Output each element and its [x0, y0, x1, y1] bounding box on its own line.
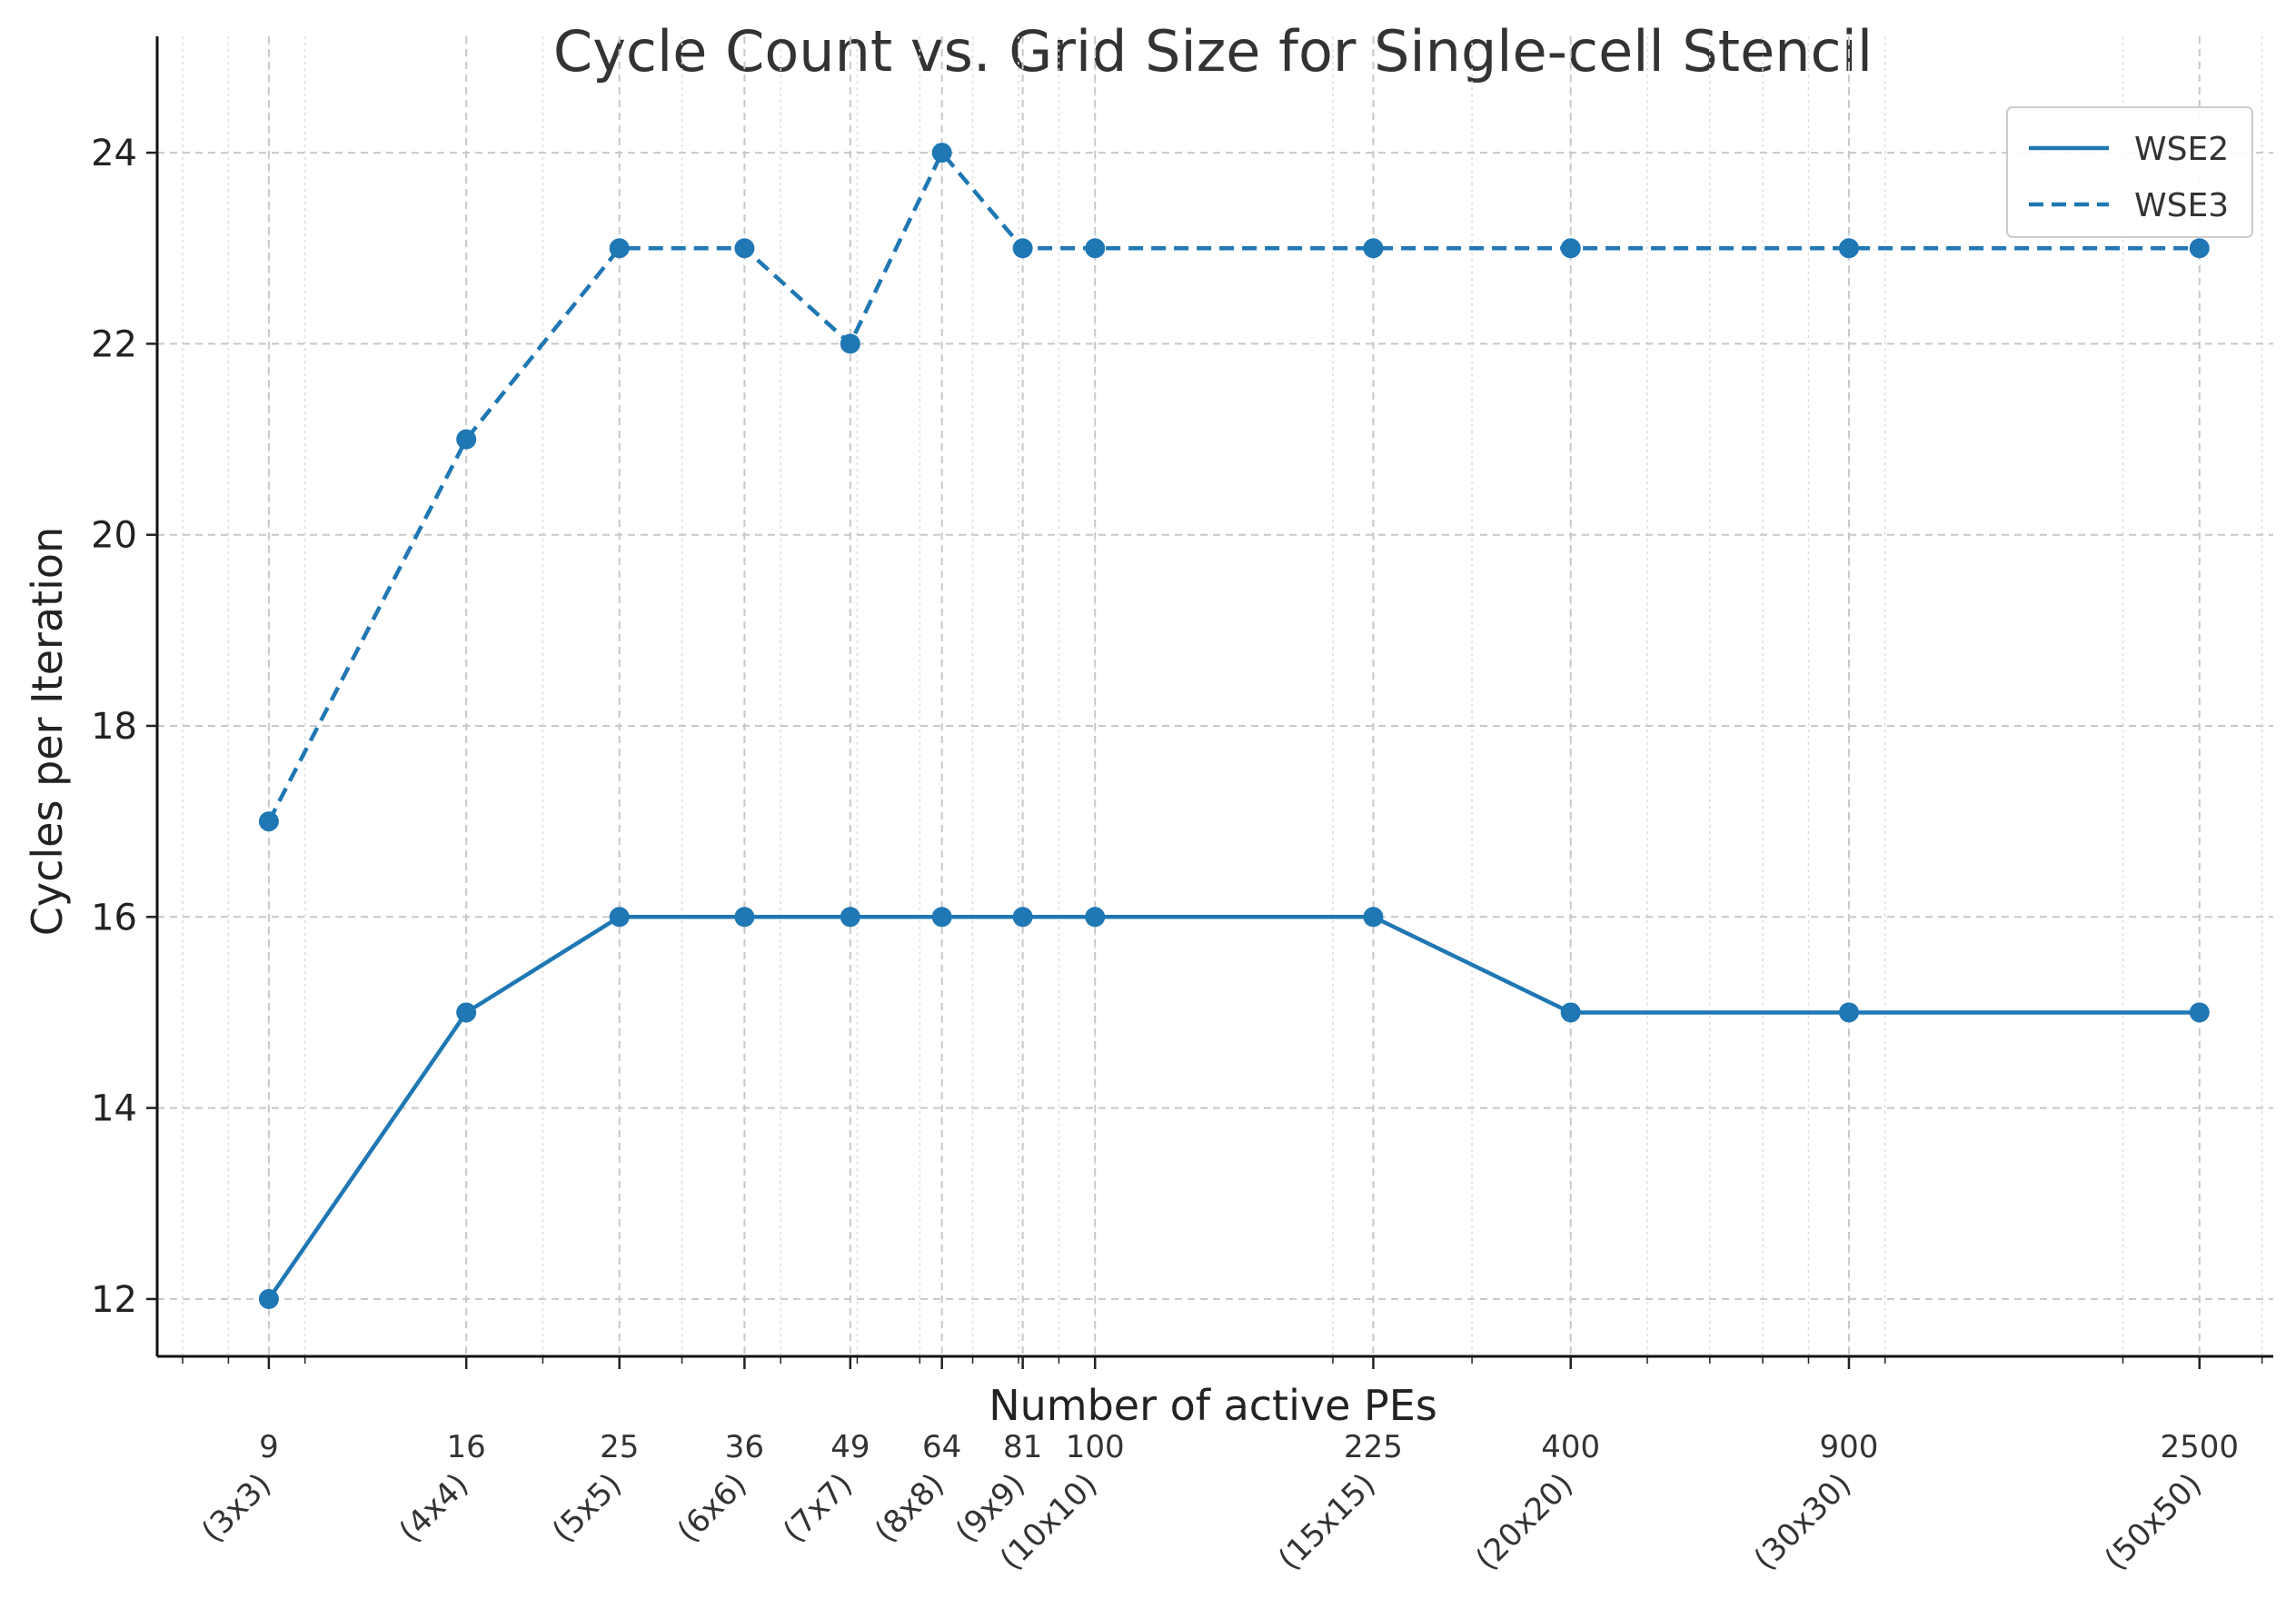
legend: WSE2 WSE3 [2006, 106, 2253, 238]
x-tick-label: 81 [1003, 1429, 1042, 1465]
legend-label: WSE2 [2134, 131, 2229, 168]
data-point [1085, 907, 1106, 928]
data-point [1012, 907, 1033, 928]
x-tick-label: 400 [1541, 1429, 1600, 1465]
y-tick-label: 12 [91, 1279, 137, 1321]
series-wse3 [258, 143, 2210, 832]
y-tick-label: 22 [91, 323, 137, 365]
data-point [1560, 238, 1581, 259]
y-ticks: 12 14 16 18 20 22 24 [91, 133, 157, 1321]
chart-title: Cycle Count vs. Grid Size for Single-cel… [553, 18, 1873, 84]
x-tick-label: 900 [1820, 1429, 1879, 1465]
data-point [840, 333, 860, 354]
y-tick-label: 18 [91, 706, 137, 748]
data-point [258, 1288, 279, 1309]
data-point [1363, 907, 1384, 928]
data-point [2189, 1002, 2210, 1023]
data-point [456, 1002, 477, 1023]
y-tick-label: 14 [91, 1088, 137, 1130]
data-point [734, 238, 755, 259]
x-tick-label: 16 [447, 1429, 486, 1465]
x-tick-label: 25 [600, 1429, 639, 1465]
y-tick-label: 16 [91, 897, 137, 938]
data-point [931, 907, 952, 928]
x-tick-label: 225 [1344, 1429, 1403, 1465]
series-wse2 [258, 907, 2210, 1309]
x-tick-label: 100 [1066, 1429, 1125, 1465]
y-tick-label: 24 [91, 133, 137, 174]
data-point [1085, 238, 1106, 259]
x-tick-label: 49 [830, 1429, 870, 1465]
series-line [267, 915, 2200, 1301]
y-axis-label: Cycles per Iteration [23, 527, 72, 936]
series-line [266, 150, 2200, 823]
x-axis-label: Number of active PEs [989, 1381, 1437, 1430]
x-tick-label: 36 [725, 1429, 764, 1465]
data-point [1838, 1002, 1859, 1023]
data-point [2189, 238, 2210, 259]
x-tick-label: 64 [922, 1429, 961, 1465]
x-tick-label: 9 [259, 1429, 279, 1465]
data-point [609, 907, 630, 928]
data-point [931, 143, 952, 164]
legend-box [2006, 106, 2253, 238]
legend-label: WSE3 [2134, 187, 2229, 224]
data-point [1363, 238, 1384, 259]
data-point [1012, 238, 1033, 259]
data-point [258, 811, 279, 832]
data-point [840, 907, 860, 928]
x-tick-label: 2500 [2161, 1429, 2240, 1465]
data-point [734, 907, 755, 928]
data-point [1560, 1002, 1581, 1023]
data-point [456, 429, 477, 450]
data-point [1838, 238, 1859, 259]
y-tick-label: 20 [91, 515, 137, 557]
data-point [609, 238, 630, 259]
series-layer [258, 143, 2210, 1309]
